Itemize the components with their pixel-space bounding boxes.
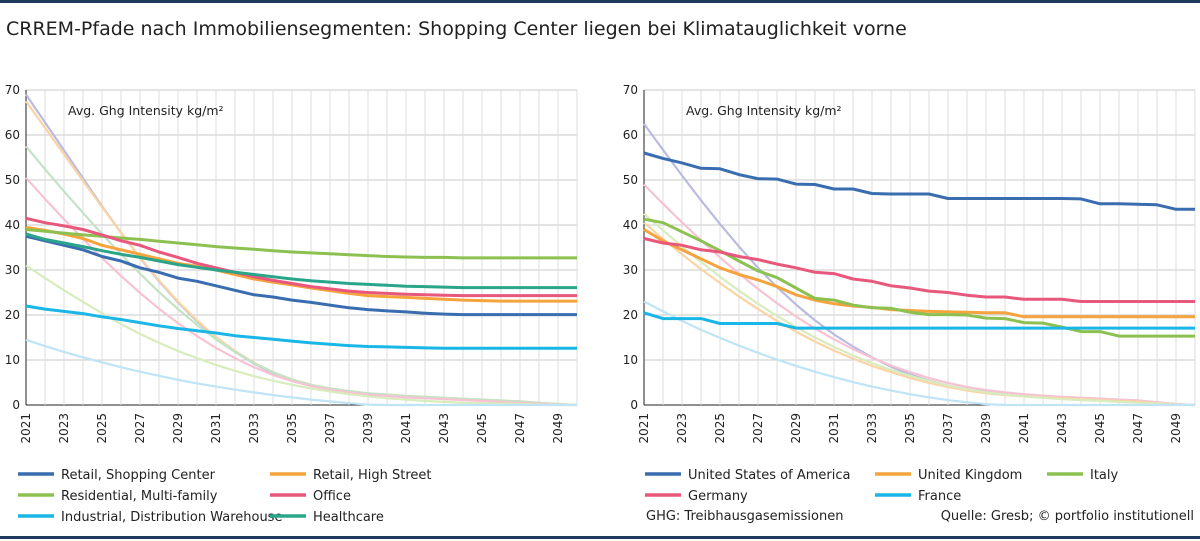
y-tick-label: 20 — [623, 308, 638, 322]
series-line — [643, 311, 1195, 330]
x-tick-label: 2031 — [209, 413, 223, 444]
crrem-pathway-line — [25, 93, 578, 407]
x-tick-label: 2023 — [57, 413, 71, 444]
y-tick-label: 10 — [5, 353, 20, 367]
x-tick-label: 2025 — [713, 413, 727, 444]
x-tick-label: 2029 — [171, 413, 185, 444]
series-line — [643, 151, 1195, 211]
legend-label: Germany — [688, 489, 748, 504]
y-axis-label: Avg. Ghg Intensity kg/m² — [68, 103, 224, 118]
x-tick-label: 2033 — [865, 413, 879, 444]
y-tick-label: 0 — [12, 398, 20, 412]
y-tick-label: 40 — [623, 218, 638, 232]
crrem-pathway-line — [643, 183, 1196, 407]
footnote: GHG: Treibhausgasemissionen — [646, 509, 843, 524]
x-tick-label: 2033 — [247, 413, 261, 444]
x-tick-label: 2039 — [979, 413, 993, 444]
crrem-pathway-line — [25, 338, 577, 407]
x-tick-label: 2045 — [1093, 413, 1107, 444]
x-tick-label: 2041 — [399, 413, 413, 444]
x-tick-label: 2039 — [361, 413, 375, 444]
legend-label: United Kingdom — [918, 468, 1022, 483]
crrem-pathway-line — [643, 300, 1195, 407]
x-tick-label: 2049 — [551, 413, 565, 444]
x-tick-label: 2029 — [789, 413, 803, 444]
y-tick-label: 40 — [5, 218, 20, 232]
series-line — [25, 304, 577, 350]
y-tick-label: 70 — [623, 83, 638, 97]
x-tick-label: 2027 — [133, 413, 147, 444]
x-tick-label: 2021 — [19, 413, 33, 444]
x-tick-label: 2047 — [1131, 413, 1145, 444]
legend-label: Healthcare — [313, 510, 384, 525]
y-tick-label: 20 — [5, 308, 20, 322]
y-tick-label: 0 — [630, 398, 638, 412]
x-tick-label: 2043 — [437, 413, 451, 444]
legend-right: United States of America United Kingdom It… — [645, 468, 1119, 504]
x-tick-label: 2037 — [941, 413, 955, 444]
y-tick-label: 50 — [5, 173, 20, 187]
series-line — [643, 237, 1195, 303]
x-tick-label: 2041 — [1017, 413, 1031, 444]
y-tick-label: 30 — [5, 263, 20, 277]
top-rule — [0, 0, 1200, 3]
y-tick-label: 10 — [623, 353, 638, 367]
legend-label: Residential, Multi-family — [61, 489, 218, 504]
legend-label: Retail, High Street — [313, 468, 432, 483]
legend-label: Industrial, Distribution Warehouse — [61, 510, 282, 525]
x-tick-label: 2021 — [637, 413, 651, 444]
legend-label: Office — [313, 489, 351, 504]
series-line — [25, 216, 577, 298]
y-tick-label: 70 — [5, 83, 20, 97]
x-tick-label: 2043 — [1055, 413, 1069, 444]
series-line — [643, 217, 1195, 338]
x-tick-label: 2037 — [323, 413, 337, 444]
x-tick-label: 2025 — [95, 413, 109, 444]
legend-left: Retail, Shopping Center Retail, High Stre… — [18, 468, 432, 525]
legend-label: Retail, Shopping Center — [61, 468, 216, 483]
y-tick-label: 50 — [623, 173, 638, 187]
series-line — [25, 234, 577, 317]
y-tick-label: 30 — [623, 263, 638, 277]
y-tick-label: 60 — [623, 128, 638, 142]
x-tick-label: 2027 — [751, 413, 765, 444]
x-tick-label: 2023 — [675, 413, 689, 444]
chart-left: 0 10 20 30 40 50 60 70 2021 2023 2025 2027 2029 2031 2… — [5, 83, 578, 444]
chart-right: 0 10 20 30 40 50 60 70 2021 2023 2025 2027 2029 2031 2… — [623, 83, 1196, 444]
x-tick-label: 2035 — [285, 413, 299, 444]
x-tick-label: 2045 — [475, 413, 489, 444]
crrem-pathway-line — [25, 145, 578, 407]
crrem-pathway-line — [25, 177, 578, 407]
crrem-pathway-line — [643, 212, 1196, 407]
y-tick-label: 60 — [5, 128, 20, 142]
series-line — [25, 232, 577, 290]
series-line — [643, 228, 1195, 319]
legend-label: Italy — [1090, 468, 1119, 483]
x-tick-label: 2049 — [1169, 413, 1183, 444]
source-note: Quelle: Gresb; © portfolio institutionel… — [941, 509, 1194, 524]
bottom-rule — [0, 536, 1200, 539]
x-tick-label: 2035 — [903, 413, 917, 444]
x-tick-label: 2031 — [827, 413, 841, 444]
x-tick-label: 2047 — [513, 413, 527, 444]
page-title: CRREM-Pfade nach Immobiliensegmenten: Sh… — [6, 18, 907, 40]
legend-label: United States of America — [688, 468, 850, 483]
y-axis-label: Avg. Ghg Intensity kg/m² — [686, 103, 842, 118]
crrem-pathway-line — [25, 264, 577, 407]
legend-label: France — [918, 489, 961, 504]
series-line — [25, 228, 577, 260]
